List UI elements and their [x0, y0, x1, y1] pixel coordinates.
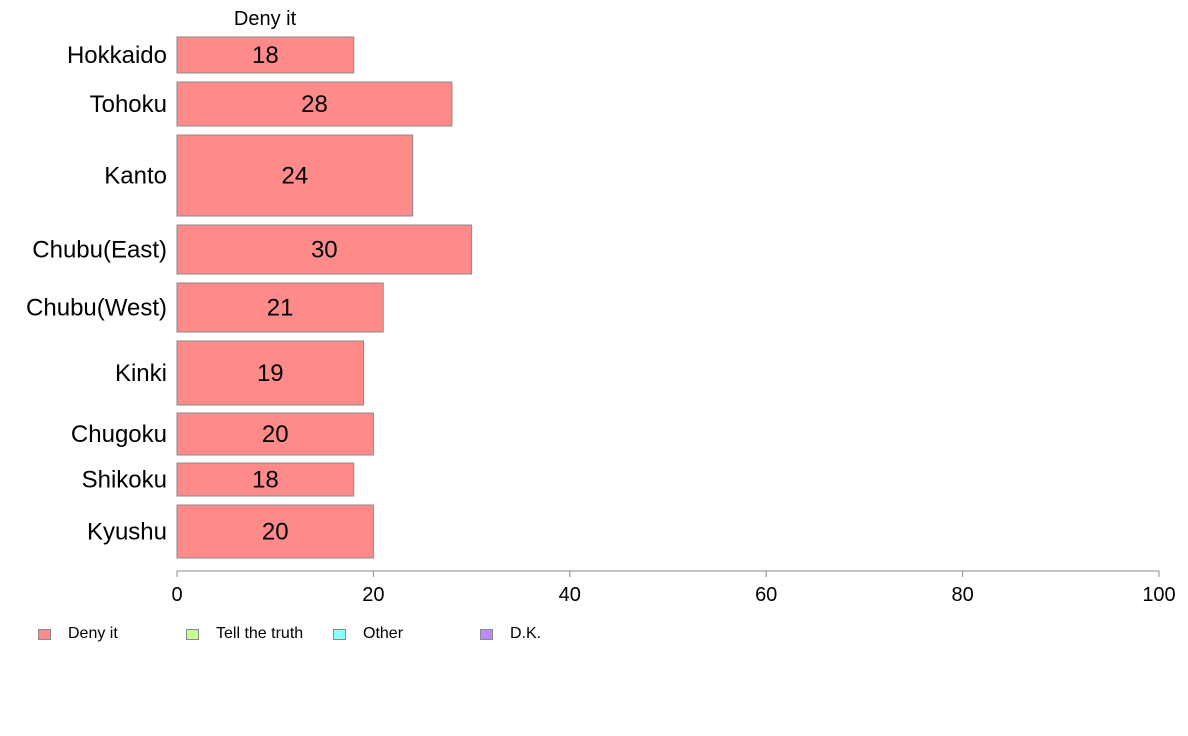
- category-label-hokkaido: Hokkaido: [67, 42, 167, 69]
- legend-swatch-tell-the-truth: [186, 628, 199, 640]
- legend-swatch-other: [333, 628, 346, 640]
- x-tick-label: 40: [559, 584, 581, 606]
- x-axis: 0 20 40 60 80 100: [171, 570, 1176, 606]
- legend-item-tell-the-truth: Tell the truth: [186, 624, 303, 644]
- data-label-kinki: 19: [257, 360, 284, 387]
- x-tick-label: 100: [1142, 584, 1175, 606]
- category-label-kyushu: Kyushu: [87, 519, 167, 546]
- bar-tohoku: [176, 81, 453, 127]
- data-label-hokkaido: 18: [252, 42, 279, 69]
- category-label-shikoku: Shikoku: [82, 467, 167, 494]
- data-label-tohoku: 28: [301, 91, 328, 118]
- bar-kanto: [176, 134, 414, 217]
- category-label-kinki: Kinki: [115, 360, 167, 387]
- data-label-chugoku: 20: [262, 421, 289, 448]
- legend-item-other: Other: [333, 624, 403, 644]
- bars-layer: [176, 36, 473, 559]
- category-label-chubu-west: Chubu(West): [26, 295, 167, 322]
- legend-swatch-dk: [480, 628, 493, 640]
- series-header-label: Deny it: [234, 8, 297, 30]
- bar-chubu-east: [176, 224, 473, 275]
- legend-label-tell-the-truth: Tell the truth: [216, 625, 304, 642]
- bar-kinki: [176, 340, 365, 406]
- legend-label-other: Other: [363, 625, 404, 642]
- legend-swatch-deny-it: [38, 628, 51, 640]
- data-label-kanto: 24: [281, 163, 308, 190]
- legend-label-dk: D.K.: [510, 625, 542, 642]
- data-label-kyushu: 20: [262, 519, 289, 546]
- x-tick-label: 20: [362, 584, 384, 606]
- x-tick-label: 80: [951, 584, 973, 606]
- bar-kyushu: [176, 504, 374, 559]
- bar-hokkaido: [176, 36, 355, 74]
- category-label-chubu-east: Chubu(East): [32, 237, 167, 264]
- category-label-tohoku: Tohoku: [90, 91, 167, 118]
- legend-item-deny-it: Deny it: [38, 624, 118, 644]
- x-tick-label: 0: [171, 584, 182, 606]
- labels-layer: 18 Hokkaido 28 Tohoku 24 Kanto 30 Chubu(East) 21…: [26, 42, 338, 546]
- legend-item-dk: D.K.: [480, 624, 541, 644]
- bar-chubu-west: [176, 282, 384, 333]
- x-tick-label: 60: [755, 584, 777, 606]
- bar-chugoku: [176, 412, 374, 456]
- legend-label-deny-it: Deny it: [68, 625, 118, 642]
- category-label-kanto: Kanto: [104, 163, 167, 190]
- data-label-chubu-east: 30: [311, 237, 338, 264]
- category-label-chugoku: Chugoku: [71, 421, 167, 448]
- bar-shikoku: [176, 462, 355, 497]
- legend: Deny it Tell the truth Other D.K.: [38, 624, 738, 644]
- data-label-shikoku: 18: [252, 467, 279, 494]
- data-label-chubu-west: 21: [267, 295, 294, 322]
